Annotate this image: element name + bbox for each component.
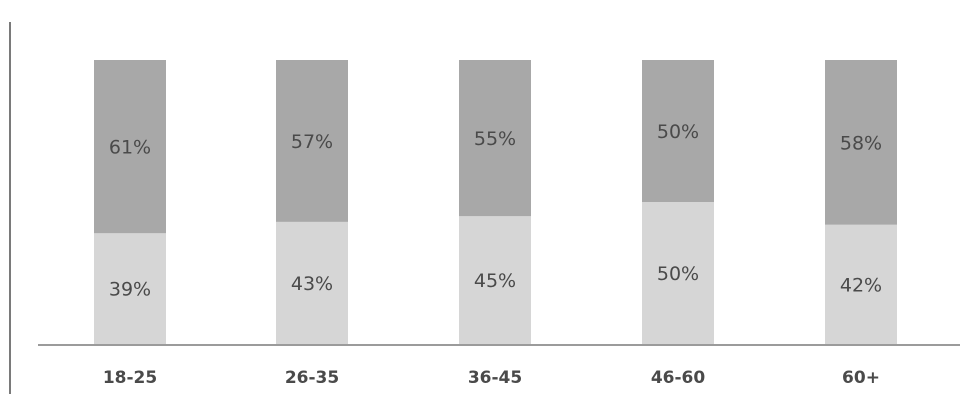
data-label-60+-series-0: 42% — [840, 274, 882, 296]
bar-18-25-series-1 — [94, 60, 166, 234]
bar-60+-series-0 — [825, 224, 897, 344]
x-tick-label-60+: 60+ — [842, 368, 880, 388]
data-label-18-25-series-0: 39% — [109, 279, 151, 301]
x-tick-label-36-45: 36-45 — [468, 368, 522, 388]
data-label-26-35-series-1: 57% — [291, 131, 333, 153]
data-label-26-35-series-0: 43% — [291, 273, 333, 295]
bar-46-60-series-0 — [642, 202, 714, 344]
x-tick-label-26-35: 26-35 — [285, 368, 339, 388]
x-tick-label-18-25: 18-25 — [103, 368, 157, 388]
bar-26-35-series-1 — [276, 60, 348, 222]
data-label-36-45-series-1: 55% — [474, 128, 516, 150]
x-tick-label-46-60: 46-60 — [651, 368, 706, 388]
bars-group — [94, 60, 897, 344]
bar-36-45-series-1 — [459, 60, 531, 217]
bar-36-45-series-0 — [459, 216, 531, 344]
bar-18-25-series-0 — [94, 233, 166, 344]
data-label-60+-series-1: 58% — [840, 132, 882, 154]
labels-group: 39% 61% 18-25 43% 57% 26-35 45% 55% 36-45 50% 50% 4… — [103, 121, 882, 388]
bar-26-35-series-0 — [276, 221, 348, 344]
data-label-46-60-series-0: 50% — [657, 263, 699, 285]
bar-60+-series-1 — [825, 60, 897, 225]
bar-46-60-series-1 — [642, 60, 714, 202]
data-label-18-25-series-1: 61% — [109, 137, 151, 159]
data-label-46-60-series-1: 50% — [657, 121, 699, 143]
data-label-36-45-series-0: 45% — [474, 270, 516, 292]
